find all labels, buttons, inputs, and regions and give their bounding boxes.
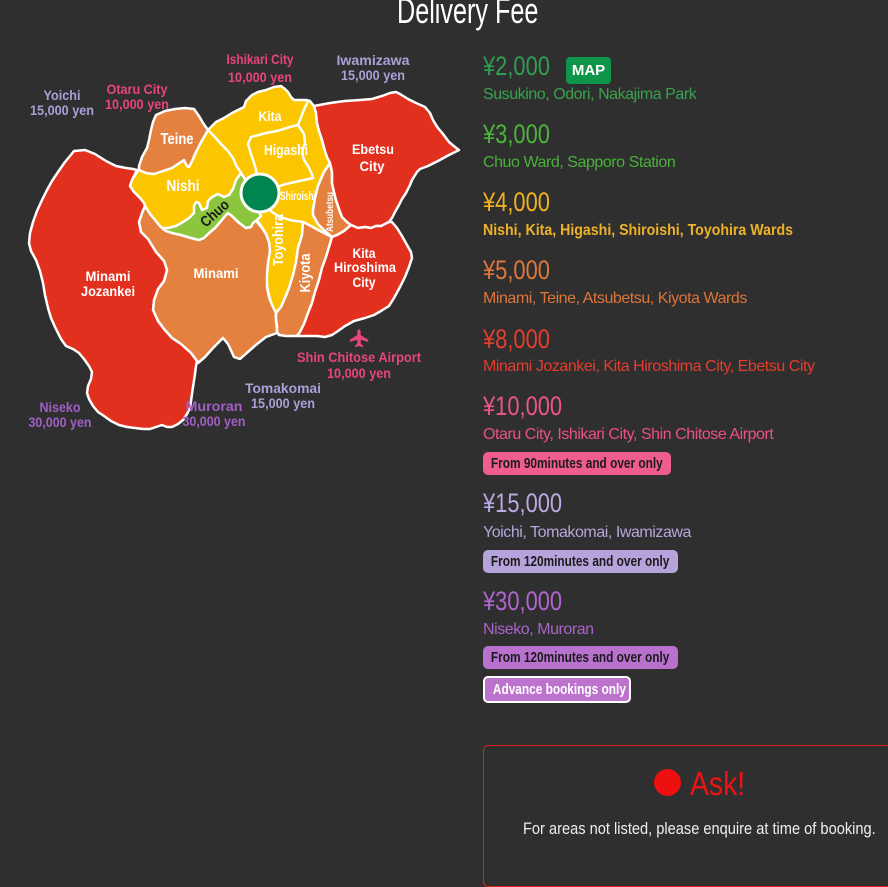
svg-text:Shin Chitose Airport: Shin Chitose Airport bbox=[297, 349, 421, 365]
svg-text:15,000 yen: 15,000 yen bbox=[30, 102, 94, 118]
svg-text:Nishi: Nishi bbox=[167, 178, 200, 195]
svg-text:Minami: Minami bbox=[194, 265, 239, 281]
svg-text:15,000 yen: 15,000 yen bbox=[341, 67, 405, 83]
svg-text:Toyohira: Toyohira bbox=[270, 213, 287, 266]
svg-text:10,000 yen: 10,000 yen bbox=[105, 96, 169, 112]
svg-text:Kita: Kita bbox=[353, 246, 376, 261]
svg-text:Minami: Minami bbox=[86, 268, 131, 284]
svg-text:Ebetsu: Ebetsu bbox=[352, 142, 394, 157]
svg-text:Jozankei: Jozankei bbox=[81, 283, 135, 299]
svg-text:30,000 yen: 30,000 yen bbox=[29, 414, 92, 430]
svg-text:Niseko: Niseko bbox=[40, 399, 81, 415]
svg-text:City: City bbox=[353, 275, 376, 290]
svg-text:30,000 yen: 30,000 yen bbox=[183, 413, 246, 429]
svg-text:Kita: Kita bbox=[259, 109, 282, 124]
svg-text:Teine: Teine bbox=[161, 131, 194, 148]
svg-text:City: City bbox=[360, 159, 385, 174]
svg-text:Hiroshima: Hiroshima bbox=[334, 260, 396, 275]
svg-text:Muroran: Muroran bbox=[186, 398, 243, 414]
svg-text:Higashi: Higashi bbox=[264, 143, 308, 159]
svg-text:Atsubetsu: Atsubetsu bbox=[324, 192, 336, 232]
svg-text:Kiyota: Kiyota bbox=[297, 253, 314, 293]
svg-text:Yoichi: Yoichi bbox=[44, 87, 81, 103]
svg-text:Otaru City: Otaru City bbox=[107, 81, 168, 97]
svg-text:10,000 yen: 10,000 yen bbox=[327, 365, 391, 381]
svg-text:Ishikari City: Ishikari City bbox=[227, 51, 294, 67]
svg-text:15,000 yen: 15,000 yen bbox=[251, 395, 315, 411]
svg-text:10,000 yen: 10,000 yen bbox=[228, 69, 292, 85]
svg-text:Iwamizawa: Iwamizawa bbox=[337, 52, 410, 68]
svg-text:Tomakomai: Tomakomai bbox=[245, 380, 321, 396]
svg-text:Shiroishi: Shiroishi bbox=[280, 189, 316, 203]
